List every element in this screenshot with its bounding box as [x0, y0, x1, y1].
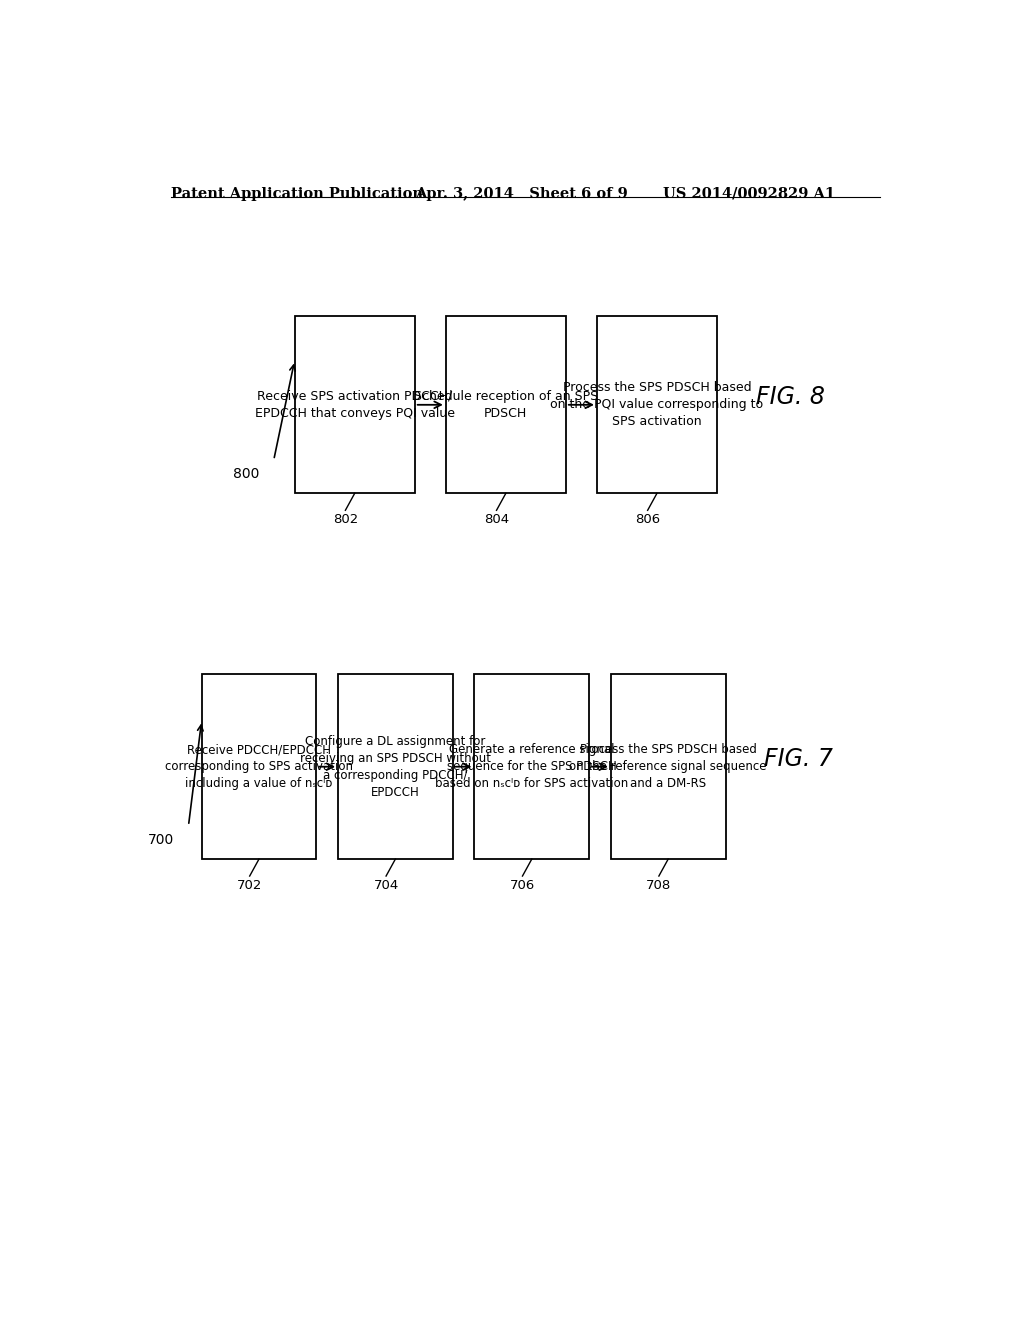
Bar: [295, 317, 415, 494]
Text: Process the SPS PDSCH based
on the reference signal sequence
and a DM-RS: Process the SPS PDSCH based on the refer…: [569, 743, 767, 791]
Text: Configure a DL assignment for
receiving an SPS PDSCH without
a corresponding PDC: Configure a DL assignment for receiving …: [300, 735, 490, 799]
Text: Receive SPS activation PDCCH/
EPDCCH that conveys PQI value: Receive SPS activation PDCCH/ EPDCCH tha…: [255, 389, 455, 420]
Text: 708: 708: [646, 879, 672, 892]
Text: 706: 706: [510, 879, 536, 892]
Bar: [445, 317, 566, 494]
Text: Process the SPS PDSCH based
on the PQI value corresponding to
SPS activation: Process the SPS PDSCH based on the PQI v…: [550, 381, 764, 428]
Bar: [611, 675, 726, 859]
Text: 806: 806: [635, 513, 660, 527]
Bar: [474, 675, 589, 859]
Bar: [338, 675, 453, 859]
Text: 700: 700: [148, 833, 174, 847]
Text: FIG. 8: FIG. 8: [756, 385, 824, 409]
Text: Apr. 3, 2014   Sheet 6 of 9: Apr. 3, 2014 Sheet 6 of 9: [415, 187, 628, 201]
Text: 804: 804: [484, 513, 509, 527]
Text: 802: 802: [333, 513, 358, 527]
Text: Patent Application Publication: Patent Application Publication: [171, 187, 423, 201]
Text: 800: 800: [233, 467, 260, 480]
Text: FIG. 7: FIG. 7: [764, 747, 834, 771]
Bar: [597, 317, 717, 494]
Bar: [202, 675, 316, 859]
Text: 702: 702: [237, 879, 262, 892]
Text: Receive PDCCH/EPDCCH
corresponding to SPS activation
including a value of nₛᴄᴵᴅ: Receive PDCCH/EPDCCH corresponding to SP…: [165, 743, 353, 791]
Text: Generate a reference signal
sequence for the SPS PDSCH
based on nₛᴄᴵᴅ for SPS ac: Generate a reference signal sequence for…: [435, 743, 629, 791]
Text: US 2014/0092829 A1: US 2014/0092829 A1: [663, 187, 835, 201]
Text: 704: 704: [374, 879, 398, 892]
Text: Schedule reception of an SPS
PDSCH: Schedule reception of an SPS PDSCH: [414, 389, 598, 420]
